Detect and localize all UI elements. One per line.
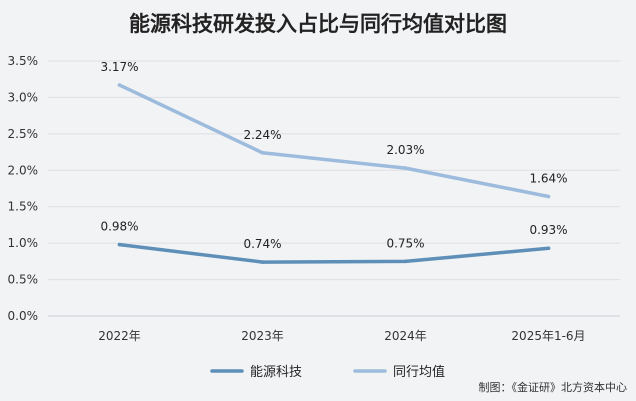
series-line-2	[117, 83, 551, 199]
y-tick-label: 0.5%	[8, 273, 39, 287]
data-point	[546, 246, 551, 251]
y-axis-ticks: 0.0% 0.5% 1.0% 1.5% 2.0% 2.5% 3.0% 3.5%	[8, 54, 39, 323]
gridlines	[48, 60, 620, 317]
data-label: 2.24%	[243, 128, 281, 142]
data-point	[260, 260, 265, 264]
source-note: 制图：《金证研》北方资本中心	[479, 380, 628, 394]
x-tick-label: 2023年	[241, 329, 284, 343]
x-axis-ticks: 2022年 2023年 2024年 2025年1-6月	[98, 329, 585, 343]
data-point	[117, 83, 122, 87]
data-label: 2.03%	[386, 143, 424, 157]
data-point	[403, 259, 408, 264]
y-tick-label: 3.0%	[8, 90, 39, 104]
data-label: 3.17%	[100, 60, 138, 74]
data-label: 0.98%	[100, 220, 138, 234]
y-tick-label: 3.5%	[8, 54, 39, 68]
x-tick-label: 2024年	[384, 329, 427, 343]
data-label: 1.64%	[529, 172, 567, 186]
y-tick-label: 0.0%	[8, 309, 39, 323]
data-label: 0.75%	[386, 236, 424, 250]
data-label: 0.74%	[243, 237, 281, 251]
legend-label: 能源科技	[250, 365, 302, 380]
y-tick-label: 2.5%	[8, 127, 39, 141]
series-line-1	[117, 242, 551, 264]
x-tick-label: 2025年1-6月	[511, 329, 585, 343]
data-point	[117, 242, 122, 247]
chart-title: 能源科技研发投入占比与同行均值对比图	[129, 12, 507, 36]
series-lines	[117, 83, 551, 264]
data-point	[260, 151, 265, 155]
y-tick-label: 2.0%	[8, 163, 39, 177]
data-point	[546, 194, 551, 199]
y-tick-label: 1.0%	[8, 236, 39, 250]
data-label: 0.93%	[529, 223, 567, 237]
x-tick-label: 2022年	[98, 329, 141, 343]
data-labels: 0.98% 0.74% 0.75% 0.93% 3.17% 2.24% 2.03% 1.64%	[100, 60, 567, 251]
legend: 能源科技 同行均值	[210, 364, 445, 380]
y-tick-label: 1.5%	[8, 200, 39, 214]
legend-label: 同行均值	[393, 364, 445, 380]
data-point	[403, 166, 408, 170]
